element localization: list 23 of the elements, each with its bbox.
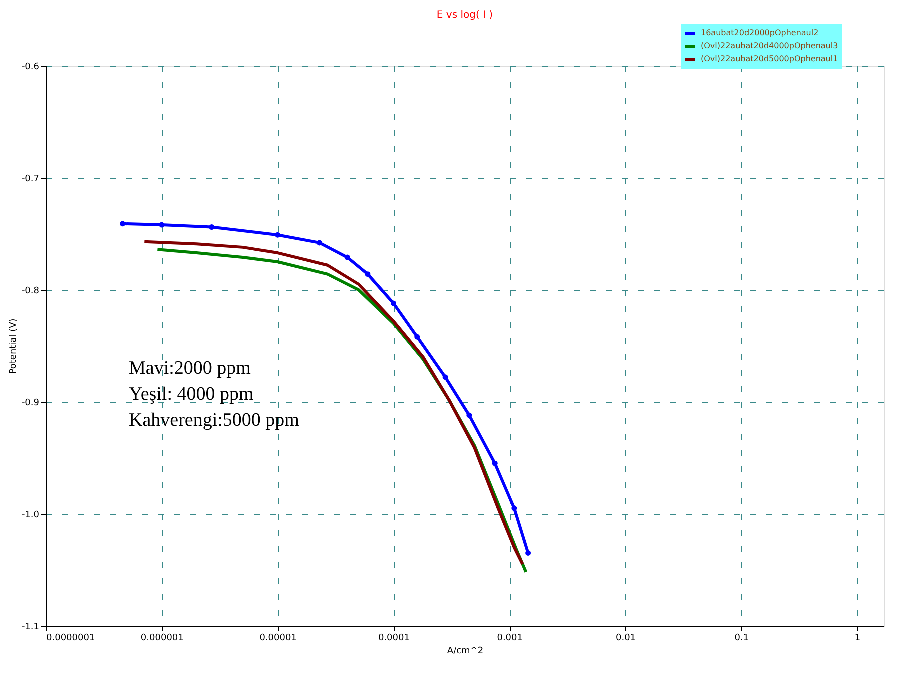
y-tick-label: -1.0 [22, 510, 40, 520]
legend-label: (Ovl)22aubat20d4000pOphenaul3 [701, 42, 838, 50]
annotation: Yeşil: 4000 ppm [129, 384, 254, 405]
legend-label: 16aubat20d2000pOphenaul2 [701, 28, 819, 38]
legend-label: (Ovl)22aubat20d5000pOphenaul1 [701, 54, 838, 64]
y-tick-label: -0.9 [22, 398, 40, 408]
y-tick-label: -0.6 [22, 62, 40, 72]
y-tick-label: -0.7 [22, 174, 40, 184]
x-tick-label: 0.001 [497, 634, 523, 644]
x-tick-label: 1 [854, 634, 861, 644]
x-tick-label: 0.0000001 [46, 634, 96, 644]
x-tick-label: 0.01 [616, 634, 636, 644]
x-tick-label: 0.1 [734, 634, 750, 644]
x-axis-title: A/cm^2 [447, 646, 484, 656]
annotation: Mavi:2000 ppm [129, 358, 252, 379]
x-tick-label: 0.000001 [140, 634, 184, 644]
y-tick-label: -1.1 [22, 622, 40, 632]
y-axis-title: Potential (V) [8, 318, 19, 374]
x-tick-label: 0.0001 [378, 634, 410, 644]
chart-title: E vs log( I ) [436, 10, 494, 21]
annotation: Kahverengi:5000 ppm [129, 410, 300, 431]
y-tick-label: -0.8 [22, 286, 40, 296]
x-tick-label: 0.00001 [260, 634, 297, 644]
